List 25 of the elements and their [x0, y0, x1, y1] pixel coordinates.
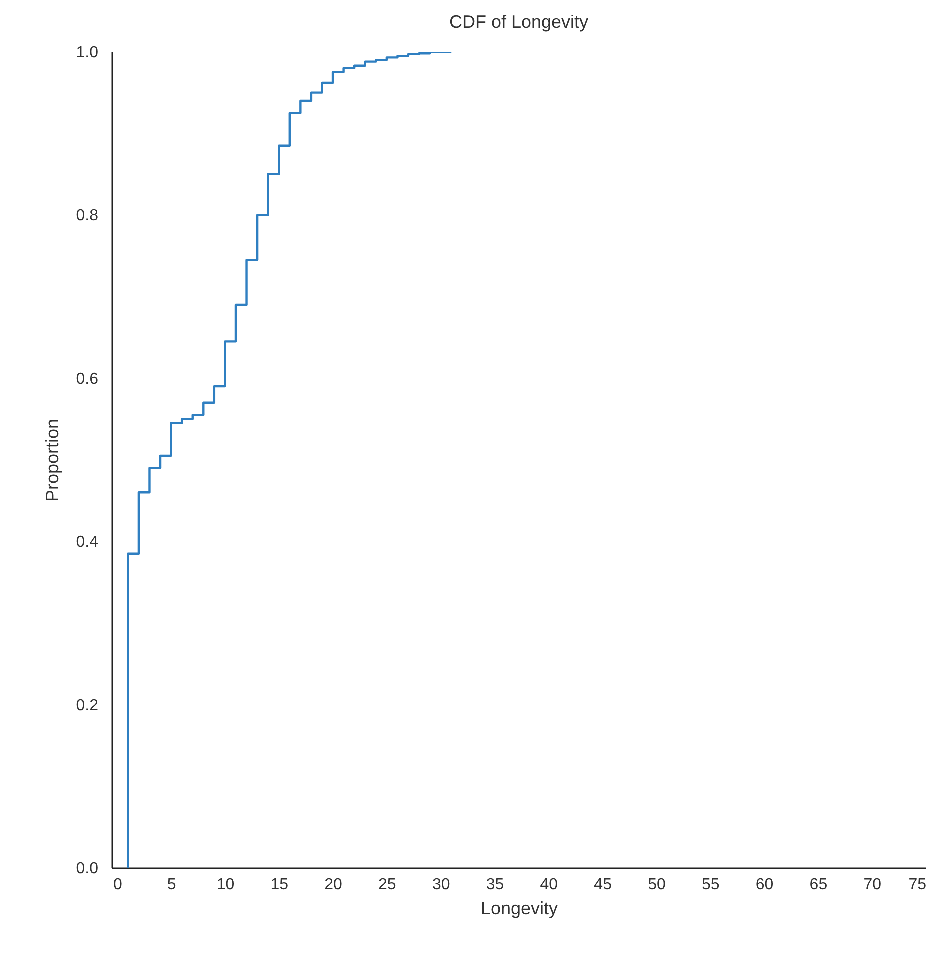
x-tick-label: 70: [864, 876, 882, 894]
y-tick-label: 0.0: [76, 860, 99, 878]
y-tick-label: 0.6: [76, 370, 99, 388]
chart-title: CDF of Longevity: [449, 12, 589, 32]
y-tick-label: 0.8: [76, 208, 99, 225]
x-tick-label: 25: [378, 876, 396, 894]
x-tick-label: 55: [702, 876, 720, 894]
x-tick-label: 0: [113, 876, 122, 894]
x-tick-label: 75: [908, 876, 927, 894]
x-tick-label: 65: [810, 876, 828, 894]
x-axis-title: Longevity: [480, 898, 558, 918]
x-tick-label: 40: [540, 876, 558, 894]
x-tick-label: 10: [216, 876, 235, 894]
x-tick-label: 60: [756, 876, 774, 894]
x-tick-label: 30: [432, 876, 450, 894]
y-axis-title: Proportion: [42, 418, 62, 502]
x-tick-label: 50: [648, 876, 666, 894]
x-tick-label: 5: [167, 876, 176, 894]
y-tick-label: 1.0: [76, 44, 99, 62]
x-tick-label: 20: [324, 876, 343, 894]
x-tick-label: 45: [594, 876, 612, 894]
y-tick-label: 0.2: [76, 697, 99, 714]
x-tick-label: 35: [486, 876, 504, 894]
y-tick-label: 0.4: [76, 534, 99, 552]
x-tick-label: 15: [270, 876, 289, 894]
